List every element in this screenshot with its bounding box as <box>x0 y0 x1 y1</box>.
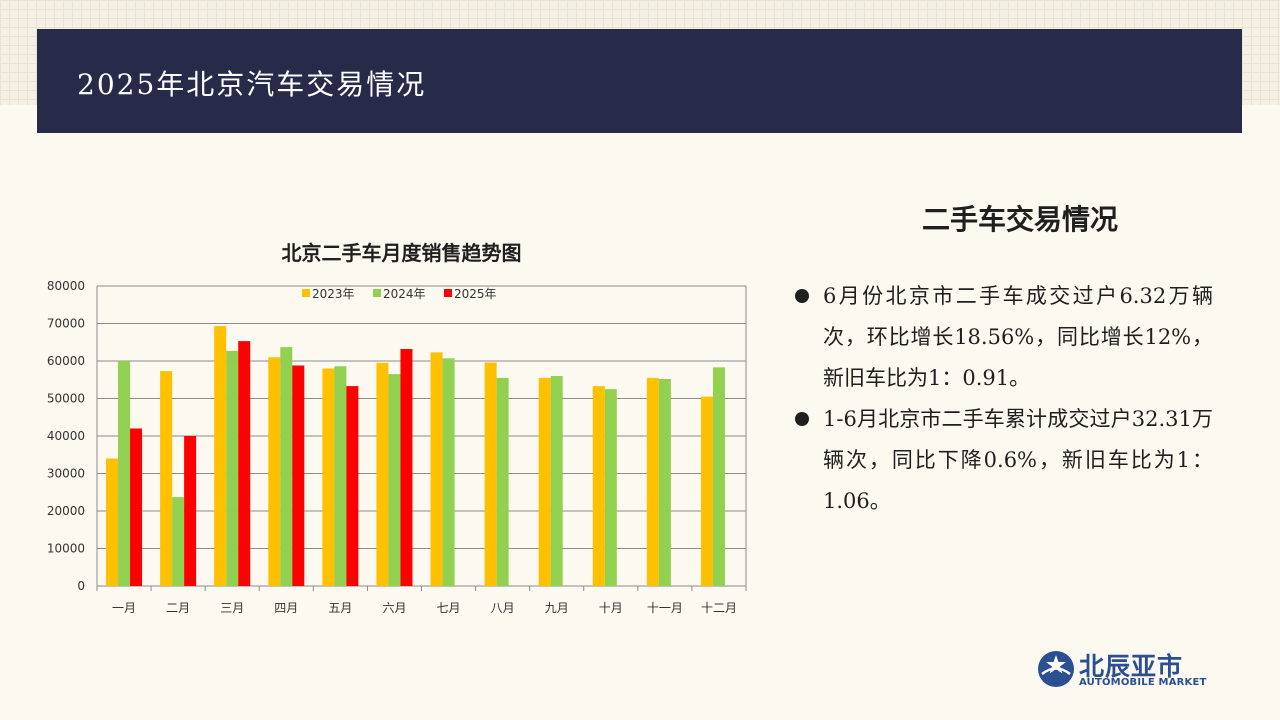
logo-name-cn: 北辰亚市 <box>1079 652 1184 681</box>
bar <box>538 377 551 586</box>
x-tick-label: 九月 <box>545 601 569 615</box>
legend-label: 2025年 <box>454 287 497 301</box>
x-tick-label: 十二月 <box>701 601 737 615</box>
bar <box>442 358 455 586</box>
bar <box>322 368 335 586</box>
bar <box>646 377 659 586</box>
summary-list: 6月份北京市二手车成交过户6.32万辆次，环比增长18.56%，同比增长12%，… <box>793 276 1213 522</box>
x-tick-label: 一月 <box>112 601 136 615</box>
bar <box>292 365 305 586</box>
y-tick-label: 30000 <box>47 467 85 481</box>
bar <box>106 458 119 586</box>
sales-trend-chart: 北京二手车月度销售趋势图 0 10000 20000 30000 40000 50000 60… <box>47 241 747 615</box>
summary-item: 6月份北京市二手车成交过户6.32万辆次，环比增长18.56%，同比增长12%，… <box>793 276 1213 399</box>
y-tick-label: 50000 <box>47 392 85 406</box>
x-tick-label: 五月 <box>328 601 352 615</box>
legend-swatch <box>302 289 310 297</box>
bar <box>268 357 281 586</box>
bar <box>700 396 713 586</box>
summary-text: 1-6月北京市二手车累计成交过户32.31万辆次，同比下降0.6%，新旧车比为1… <box>823 407 1213 513</box>
y-tick-label: 20000 <box>47 504 85 518</box>
bar <box>712 367 725 586</box>
bar <box>592 386 605 586</box>
x-tick-label: 三月 <box>220 601 244 615</box>
y-tick-label: 70000 <box>47 317 85 331</box>
company-logo: 北辰亚市 AUTOMOBILE MARKET <box>1036 647 1211 692</box>
bar <box>346 386 359 586</box>
x-tick-label: 八月 <box>491 601 515 615</box>
chart-title: 北京二手车月度销售趋势图 <box>282 241 522 265</box>
bar <box>172 497 185 586</box>
bar <box>484 362 497 586</box>
bar <box>496 377 509 586</box>
bar <box>226 350 239 586</box>
y-tick-label: 80000 <box>47 279 85 293</box>
y-tick-label: 40000 <box>47 429 85 443</box>
panel-heading: 二手车交易情况 <box>921 203 1118 236</box>
bullet-dot <box>795 412 809 426</box>
y-tick-label: 0 <box>77 579 85 593</box>
x-tick-label: 七月 <box>437 601 461 615</box>
summary-text: 6月份北京市二手车成交过户6.32万辆次，环比增长18.56%，同比增长12%，… <box>823 284 1213 390</box>
page-title: 2025年北京汽车交易情况 <box>77 68 427 101</box>
x-tick-label: 六月 <box>382 601 406 615</box>
legend-swatch <box>444 289 452 297</box>
header-bar: 2025年北京汽车交易情况 <box>37 29 1242 133</box>
bar <box>334 366 347 586</box>
bullet-dot <box>795 289 809 303</box>
bar <box>388 374 401 586</box>
legend-label: 2024年 <box>383 287 426 301</box>
logo-name-en: AUTOMOBILE MARKET <box>1079 677 1207 688</box>
x-tick-label: 四月 <box>274 601 298 615</box>
x-tick-label: 十一月 <box>647 601 683 615</box>
legend-swatch <box>373 289 381 297</box>
bar <box>430 352 443 586</box>
bar <box>658 379 671 586</box>
x-tick-label: 十月 <box>599 601 623 615</box>
summary-item: 1-6月北京市二手车累计成交过户32.31万辆次，同比下降0.6%，新旧车比为1… <box>793 399 1213 522</box>
bar <box>184 436 197 586</box>
bar <box>400 349 413 586</box>
x-tick-label: 二月 <box>166 601 190 615</box>
bar <box>118 361 131 586</box>
logo-mark-icon <box>1038 651 1074 687</box>
bar <box>130 428 143 586</box>
bar <box>160 371 173 586</box>
bar <box>550 376 563 586</box>
bar <box>214 326 227 586</box>
legend-label: 2023年 <box>312 287 355 301</box>
bar <box>376 362 389 586</box>
bar <box>238 341 251 586</box>
bar <box>280 347 293 586</box>
bar <box>604 389 617 586</box>
y-tick-label: 10000 <box>47 542 85 556</box>
y-tick-label: 60000 <box>47 354 85 368</box>
